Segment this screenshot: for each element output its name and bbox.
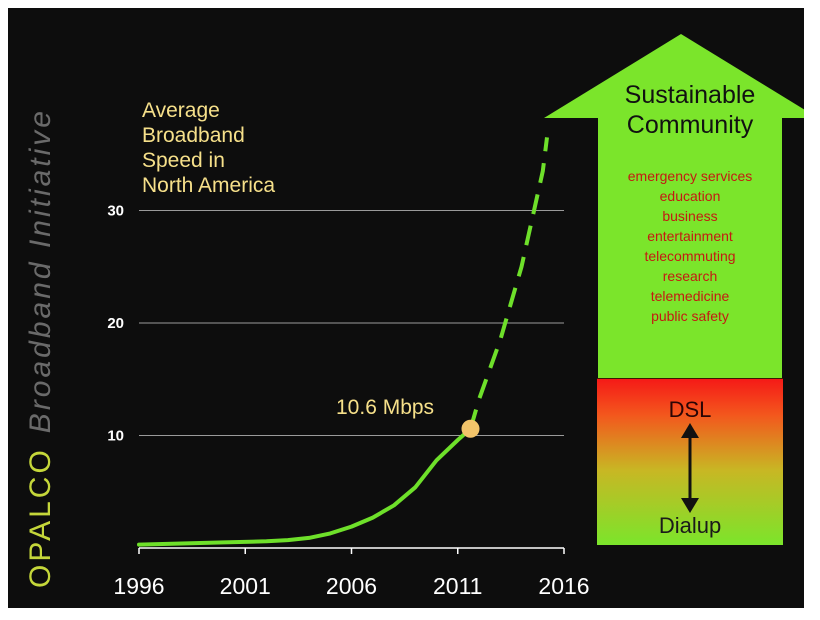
benefit-item: business — [662, 208, 718, 224]
dsl-label: DSL — [668, 397, 712, 422]
chart-title-line: Broadband — [142, 124, 245, 147]
x-tick-label: 2006 — [326, 573, 377, 599]
slide: OPALCOBroadband Initiative 10 20 30 1996 200… — [8, 8, 804, 608]
speed-marker — [461, 419, 480, 438]
y-tick-label: 20 — [107, 315, 124, 332]
benefit-item: telecommuting — [644, 248, 736, 264]
chart-title-line: Speed in — [142, 149, 225, 172]
x-tick-label: 2001 — [220, 573, 271, 599]
arrow-title-line: Community — [626, 111, 754, 139]
dialup-label: Dialup — [658, 513, 722, 538]
x-tick-label: 1996 — [113, 573, 164, 599]
double-arrow-icon — [681, 423, 699, 513]
y-tick-label: 10 — [107, 428, 124, 445]
arrow-title: Sustainable Community — [598, 80, 782, 140]
benefit-item: emergency services — [627, 168, 753, 184]
benefit-item: public safety — [651, 308, 729, 324]
arrow-title-line: Sustainable — [624, 81, 756, 109]
benefit-item: telemedicine — [650, 288, 730, 304]
chart-title-line: Average — [142, 99, 220, 122]
benefit-item: research — [662, 268, 718, 284]
chart-title-line: North America — [142, 174, 276, 197]
x-tick-label: 2016 — [538, 573, 589, 599]
y-tick-label: 30 — [107, 203, 124, 220]
chart-title: Average Broadband Speed in North America — [142, 98, 275, 198]
technology-gradient-box: DSL Dialup — [597, 378, 783, 545]
projected-speed-line — [468, 137, 549, 430]
benefit-list: emergency services education business en… — [598, 166, 782, 326]
speed-chart: 10 20 30 1996 2001 2006 2011 2016 — [107, 137, 590, 599]
measured-speed-line — [137, 426, 473, 547]
up-arrow-shaft — [598, 116, 782, 378]
benefit-item: entertainment — [647, 228, 733, 244]
benefit-item: education — [659, 188, 721, 204]
x-tick-label: 2011 — [433, 573, 482, 599]
speed-callout-label: 10.6 Mbps — [336, 396, 435, 419]
